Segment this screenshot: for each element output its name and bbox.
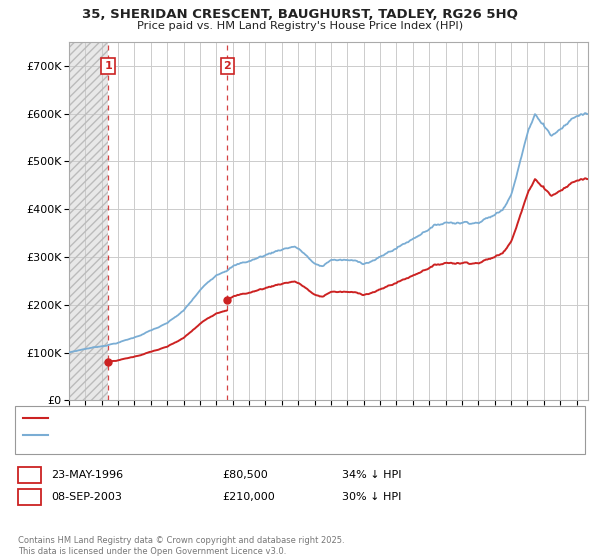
Text: Price paid vs. HM Land Registry's House Price Index (HPI): Price paid vs. HM Land Registry's House …	[137, 21, 463, 31]
Text: £210,000: £210,000	[222, 492, 275, 502]
Bar	[69, 42, 108, 400]
Text: 1: 1	[25, 468, 34, 482]
Text: 35, SHERIDAN CRESCENT, BAUGHURST, TADLEY, RG26 5HQ (detached house): 35, SHERIDAN CRESCENT, BAUGHURST, TADLEY…	[53, 413, 434, 423]
Text: £80,500: £80,500	[222, 470, 268, 480]
Bar	[69, 42, 108, 400]
Text: 08-SEP-2003: 08-SEP-2003	[51, 492, 122, 502]
Text: Contains HM Land Registry data © Crown copyright and database right 2025.
This d: Contains HM Land Registry data © Crown c…	[18, 536, 344, 556]
Text: 2: 2	[25, 491, 34, 504]
Text: 30% ↓ HPI: 30% ↓ HPI	[342, 492, 401, 502]
Text: 35, SHERIDAN CRESCENT, BAUGHURST, TADLEY, RG26 5HQ: 35, SHERIDAN CRESCENT, BAUGHURST, TADLEY…	[82, 8, 518, 21]
Text: 1: 1	[104, 61, 112, 71]
Text: 34% ↓ HPI: 34% ↓ HPI	[342, 470, 401, 480]
Text: HPI: Average price, detached house, Basingstoke and Deane: HPI: Average price, detached house, Basi…	[53, 430, 349, 440]
Text: 23-MAY-1996: 23-MAY-1996	[51, 470, 123, 480]
Text: 2: 2	[224, 61, 231, 71]
